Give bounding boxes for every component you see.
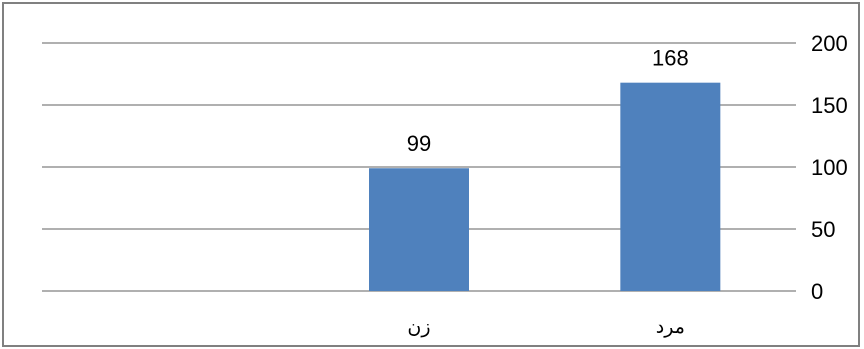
data-label-0: 168 [652, 46, 689, 71]
y-tick-label-100: 100 [811, 155, 848, 180]
category-label-0: مرد [656, 316, 685, 338]
y-tick-label-150: 150 [811, 93, 848, 118]
y-tick-label-200: 200 [811, 31, 848, 56]
bar-1 [369, 168, 469, 291]
category-label-1: زن [407, 316, 430, 338]
bar-0 [620, 82, 721, 292]
labels: 0 50 100 150 200 168 مرد 99 زن [407, 31, 848, 338]
bar-chart: 0 50 100 150 200 168 مرد 99 زن [42, 31, 848, 338]
y-tick-label-0: 0 [811, 279, 823, 304]
data-label-1: 99 [407, 131, 431, 156]
y-tick-label-50: 50 [811, 217, 835, 242]
bars [369, 82, 721, 292]
